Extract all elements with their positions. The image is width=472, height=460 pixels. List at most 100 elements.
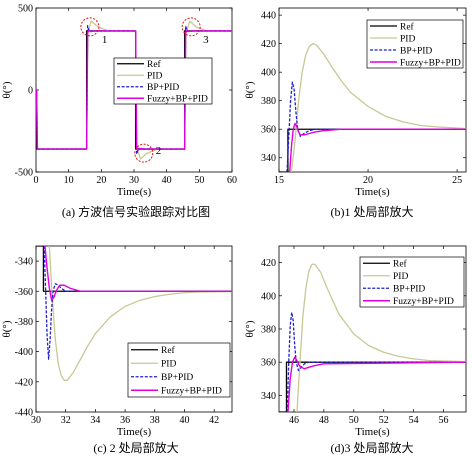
x-tick-label: 56 (439, 415, 449, 426)
y-tick-label: 360 (261, 125, 276, 136)
x-tick-label: 10 (64, 175, 74, 186)
legend: Ref PID BP+PID Fuzzy+BP+PID (127, 342, 231, 398)
x-tick-label: 52 (379, 415, 389, 426)
x-axis-label: Time(s) (117, 426, 152, 438)
y-tick-label: 420 (261, 258, 276, 269)
panel-caption: (d)3 处局部放大 (331, 440, 414, 455)
legend: Ref PID BP+PID Fuzzy+BP+PID (366, 19, 464, 69)
x-tick-label: 0 (34, 175, 39, 186)
x-tick-label: 20 (96, 175, 106, 186)
y-tick-label: 360 (261, 358, 276, 369)
annotation-circle (80, 17, 100, 37)
x-tick-label: 34 (90, 415, 100, 426)
annotation-circle (181, 17, 201, 37)
x-tick-label: 38 (150, 415, 160, 426)
x-tick-label: 50 (194, 175, 204, 186)
annotation-label: 2 (156, 145, 162, 157)
legend-label-fuzzy: Fuzzy+BP+PID (393, 297, 454, 307)
panel-d: 46 48 50 52 54 56 340 360 380 400 420 Time(s) θ(°) Re… (244, 245, 467, 455)
series-line-bp (286, 81, 466, 172)
series-line-pid (48, 246, 232, 381)
legend-label-ref: Ref (161, 345, 176, 356)
legend-label-pid: PID (400, 34, 415, 44)
panel-b: 15 20 25 340 360 380 400 420 440 Time(s) θ(°) Ref PI… (244, 7, 467, 219)
y-tick-label: 400 (261, 291, 276, 302)
x-tick-label: 40 (179, 415, 189, 426)
x-tick-label: 30 (31, 415, 41, 426)
x-tick-label: 15 (274, 175, 284, 186)
series-line-fuzzy (44, 246, 232, 302)
y-tick-label: 400 (261, 68, 276, 79)
series-line-pid (290, 43, 466, 172)
legend-box (366, 19, 464, 69)
y-tick-label: 340 (261, 391, 276, 402)
y-tick-label: 0 (28, 86, 33, 97)
y-tick-label: -380 (15, 317, 33, 328)
series-line-bp (43, 246, 232, 360)
y-tick-label: -340 (15, 257, 33, 268)
x-tick-label: 60 (227, 175, 237, 186)
y-tick-label: -440 (15, 408, 33, 419)
y-tick-label: -500 (15, 168, 33, 179)
panel-caption: (b)1 处局部放大 (331, 204, 414, 219)
series-line-fuzzy (288, 122, 466, 172)
legend-label-pid: PID (147, 72, 162, 82)
legend-label-fuzzy: Fuzzy+BP+PID (400, 58, 461, 68)
legend-box (127, 342, 231, 398)
x-tick-label: 20 (363, 175, 373, 186)
y-tick-label: 380 (261, 96, 276, 107)
x-tick-label: 30 (129, 175, 139, 186)
y-tick-label: 340 (261, 153, 276, 164)
legend-label-pid: PID (161, 360, 176, 370)
y-tick-label: 380 (261, 325, 276, 336)
y-tick-label: 440 (261, 11, 276, 22)
y-axis-label: θ(°) (244, 81, 256, 98)
panel-a: 0 10 20 30 40 50 60-5000500Time(s)θ(°)123RefPI… (1, 4, 237, 220)
panel-caption: (a) 方波信号实验跟踪对比图 (62, 204, 210, 219)
x-tick-label: 42 (209, 415, 219, 426)
legend-label-bp: BP+PID (393, 285, 425, 295)
x-tick-label: 25 (452, 175, 462, 186)
legend-box (359, 256, 465, 308)
y-tick-label: 500 (18, 4, 33, 15)
y-tick-label: -400 (15, 347, 33, 358)
x-tick-label: 50 (349, 415, 359, 426)
x-axis-label: Time(s) (355, 426, 390, 438)
series-group (279, 43, 466, 172)
y-tick-label: 420 (261, 39, 276, 50)
legend-label-bp: BP+PID (147, 83, 179, 93)
x-tick-label: 36 (120, 415, 130, 426)
y-tick-label: -420 (15, 377, 33, 388)
annotation-label: 3 (203, 34, 209, 46)
legend-label-bp: BP+PID (400, 46, 432, 56)
series-line-pid (296, 263, 466, 412)
x-tick-label: 40 (162, 175, 172, 186)
y-axis-label: θ(°) (244, 320, 256, 337)
y-axis-label: θ(°) (1, 320, 13, 337)
x-tick-label: 54 (409, 415, 419, 426)
x-axis-label: Time(s) (355, 186, 390, 198)
legend-label-fuzzy: Fuzzy+BP+PID (161, 387, 222, 397)
legend-box (113, 57, 213, 105)
legend-label-ref: Ref (147, 59, 162, 70)
annotation-circle (134, 143, 154, 163)
legend-label-bp: BP+PID (161, 373, 193, 383)
legend-label-pid: PID (393, 272, 408, 282)
legend-label-ref: Ref (400, 21, 415, 32)
legend-label-fuzzy: Fuzzy+BP+PID (147, 95, 208, 105)
series-group (279, 263, 466, 412)
y-tick-label: -360 (15, 287, 33, 298)
x-axis-label: Time(s) (117, 186, 152, 198)
series-line-bp (286, 311, 466, 412)
annotation-label: 1 (102, 34, 108, 46)
series-line-fuzzy (36, 29, 232, 151)
series-group (36, 246, 232, 381)
panel-c: 30 32 34 36 38 40 42 -340 -360 -380 -400 -420 -440 Ti… (1, 245, 233, 455)
panel-caption: (c) 2 处局部放大 (93, 440, 178, 455)
x-tick-label: 32 (61, 415, 71, 426)
series-line-fuzzy (287, 356, 466, 412)
y-axis-label: θ(°) (1, 81, 13, 98)
